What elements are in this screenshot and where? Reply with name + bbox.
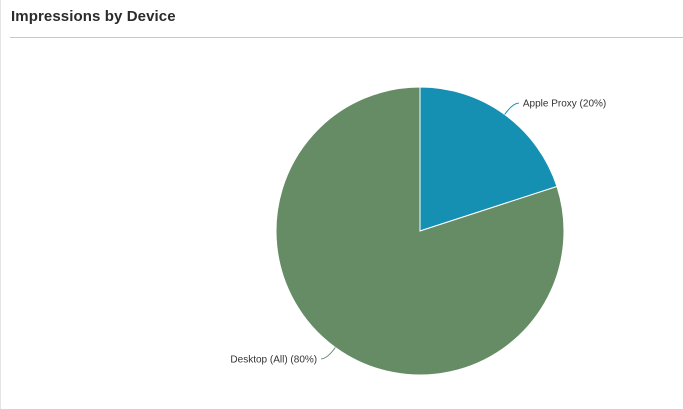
title-divider <box>10 37 683 38</box>
pie-slice-apple-proxy[interactable] <box>419 86 558 232</box>
panel-title: Impressions by Device <box>11 8 176 25</box>
leader-line-desktop <box>321 347 336 360</box>
slice-label-apple-proxy: Apple Proxy (20%) <box>523 99 606 110</box>
leader-line-apple-proxy <box>504 102 519 115</box>
slice-label-desktop: Desktop (All) (80%) <box>230 354 317 365</box>
pie-slice-desktop[interactable] <box>275 86 565 376</box>
